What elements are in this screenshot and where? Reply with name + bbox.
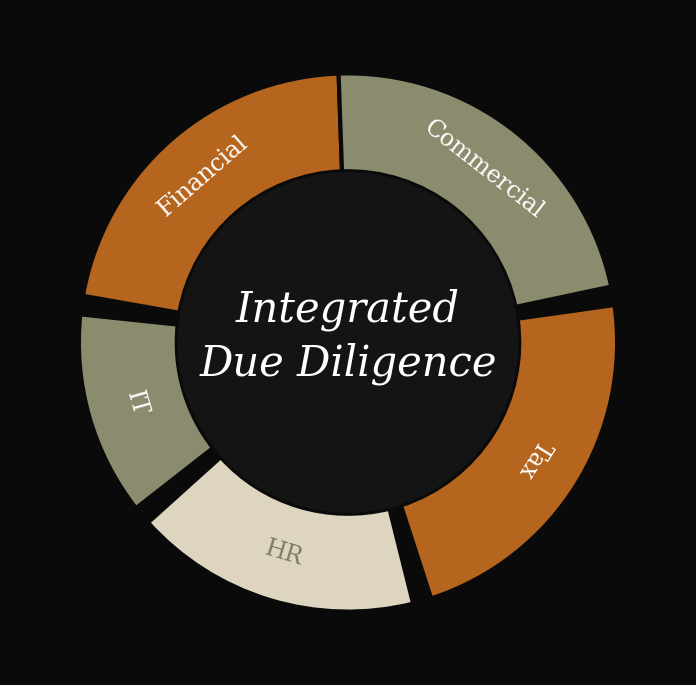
Wedge shape	[148, 457, 413, 612]
Wedge shape	[79, 314, 213, 508]
Wedge shape	[83, 73, 342, 313]
Wedge shape	[401, 305, 617, 599]
Text: HR: HR	[262, 536, 306, 570]
Text: Tax: Tax	[514, 436, 555, 483]
Wedge shape	[339, 73, 611, 307]
Circle shape	[178, 173, 518, 512]
Text: Integrated
Due Diligence: Integrated Due Diligence	[199, 288, 497, 385]
Text: Financial: Financial	[155, 132, 253, 221]
Text: IT: IT	[122, 388, 151, 419]
Text: Commercial: Commercial	[420, 115, 548, 223]
